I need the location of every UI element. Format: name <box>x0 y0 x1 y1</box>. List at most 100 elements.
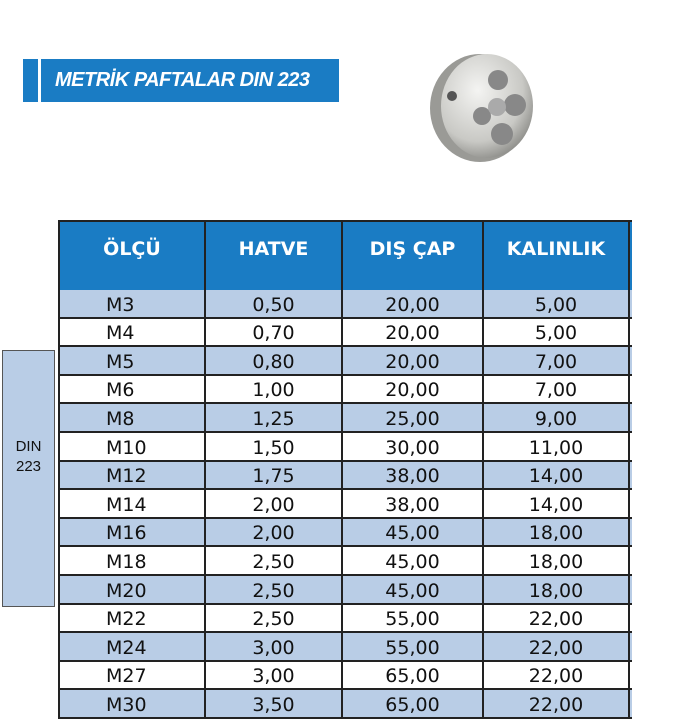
row-edge <box>628 403 632 433</box>
cell-thickness: 11,00 <box>482 431 629 462</box>
cell-pitch: 1,25 <box>204 403 342 433</box>
header-thickness: KALINLIK <box>482 220 629 290</box>
cell-outer-diameter: 65,00 <box>341 660 483 691</box>
din-label-line1: DIN <box>15 438 42 455</box>
row-edge <box>628 632 632 662</box>
title-accent-stripe <box>23 59 38 102</box>
table-row: M16 2,00 45,00 18,00 <box>58 517 632 548</box>
cell-size: M14 <box>58 489 205 519</box>
cell-outer-diameter: 45,00 <box>341 546 483 576</box>
cell-thickness: 22,00 <box>482 689 629 719</box>
cell-pitch: 3,00 <box>204 660 342 691</box>
row-edge <box>628 574 632 605</box>
cell-thickness: 14,00 <box>482 460 629 491</box>
cell-size: M30 <box>58 689 205 719</box>
cell-pitch: 3,50 <box>204 689 342 719</box>
din-side-label: DIN 223 <box>2 350 55 607</box>
row-edge <box>628 546 632 576</box>
cell-pitch: 2,50 <box>204 603 342 634</box>
cell-thickness: 18,00 <box>482 517 629 548</box>
table-row: M4 0,70 20,00 5,00 <box>58 317 632 348</box>
cell-size: M27 <box>58 660 205 691</box>
cell-thickness: 18,00 <box>482 574 629 605</box>
row-edge <box>628 374 632 405</box>
cell-thickness: 9,00 <box>482 403 629 433</box>
row-edge <box>628 460 632 491</box>
table-row: M8 1,25 25,00 9,00 <box>58 403 632 433</box>
table-row: M5 0,80 20,00 7,00 <box>58 346 632 376</box>
cell-thickness: 18,00 <box>482 546 629 576</box>
cell-size: M20 <box>58 574 205 605</box>
row-edge <box>628 431 632 462</box>
din-label-line2: 223 <box>15 458 42 475</box>
cell-pitch: 0,80 <box>204 346 342 376</box>
row-edge <box>628 603 632 634</box>
table-row: M20 2,50 45,00 18,00 <box>58 574 632 605</box>
cell-outer-diameter: 25,00 <box>341 403 483 433</box>
cell-thickness: 5,00 <box>482 317 629 348</box>
cell-size: M22 <box>58 603 205 634</box>
cell-size: M10 <box>58 431 205 462</box>
cell-outer-diameter: 20,00 <box>341 290 483 319</box>
cell-outer-diameter: 30,00 <box>341 431 483 462</box>
row-edge <box>628 517 632 548</box>
cell-pitch: 3,00 <box>204 632 342 662</box>
cell-outer-diameter: 55,00 <box>341 603 483 634</box>
page-title: METRİK PAFTALAR DIN 223 <box>41 59 339 102</box>
cell-pitch: 2,50 <box>204 546 342 576</box>
cell-thickness: 7,00 <box>482 346 629 376</box>
cell-pitch: 0,70 <box>204 317 342 348</box>
cell-pitch: 0,50 <box>204 290 342 319</box>
cell-pitch: 1,50 <box>204 431 342 462</box>
cell-size: M4 <box>58 317 205 348</box>
cell-size: M5 <box>58 346 205 376</box>
table-row: M22 2,50 55,00 22,00 <box>58 603 632 634</box>
cell-pitch: 1,75 <box>204 460 342 491</box>
table-row: M3 0,50 20,00 5,00 <box>58 290 632 319</box>
die-size-table: ÖLÇÜ HATVE DIŞ ÇAP KALINLIK M3 0,50 20,00 5,00… <box>58 220 632 719</box>
cell-outer-diameter: 45,00 <box>341 517 483 548</box>
cell-size: M6 <box>58 374 205 405</box>
table-row: M14 2,00 38,00 14,00 <box>58 489 632 519</box>
cell-outer-diameter: 20,00 <box>341 317 483 348</box>
cell-thickness: 7,00 <box>482 374 629 405</box>
cell-outer-diameter: 55,00 <box>341 632 483 662</box>
header-outer-diameter: DIŞ ÇAP <box>341 220 483 290</box>
cell-thickness: 22,00 <box>482 603 629 634</box>
cell-thickness: 14,00 <box>482 489 629 519</box>
table-row: M6 1,00 20,00 7,00 <box>58 374 632 405</box>
table-header-row: ÖLÇÜ HATVE DIŞ ÇAP KALINLIK <box>58 220 632 290</box>
table-row: M30 3,50 65,00 22,00 <box>58 689 632 719</box>
table-row: M27 3,00 65,00 22,00 <box>58 660 632 691</box>
cell-thickness: 22,00 <box>482 632 629 662</box>
cell-pitch: 2,00 <box>204 489 342 519</box>
header-edge <box>628 220 632 290</box>
cell-size: M16 <box>58 517 205 548</box>
cell-outer-diameter: 20,00 <box>341 374 483 405</box>
cell-size: M12 <box>58 460 205 491</box>
row-edge <box>628 290 632 319</box>
cell-pitch: 2,50 <box>204 574 342 605</box>
row-edge <box>628 346 632 376</box>
threading-die-image <box>430 54 533 162</box>
table-row: M10 1,50 30,00 11,00 <box>58 431 632 462</box>
cell-outer-diameter: 65,00 <box>341 689 483 719</box>
row-edge <box>628 689 632 719</box>
header-size: ÖLÇÜ <box>58 220 205 290</box>
cell-size: M8 <box>58 403 205 433</box>
row-edge <box>628 660 632 691</box>
table-row: M12 1,75 38,00 14,00 <box>58 460 632 491</box>
cell-pitch: 2,00 <box>204 517 342 548</box>
cell-size: M18 <box>58 546 205 576</box>
cell-outer-diameter: 20,00 <box>341 346 483 376</box>
cell-outer-diameter: 38,00 <box>341 489 483 519</box>
table-row: M18 2,50 45,00 18,00 <box>58 546 632 576</box>
cell-size: M24 <box>58 632 205 662</box>
cell-thickness: 22,00 <box>482 660 629 691</box>
row-edge <box>628 489 632 519</box>
cell-thickness: 5,00 <box>482 290 629 319</box>
cell-pitch: 1,00 <box>204 374 342 405</box>
row-edge <box>628 317 632 348</box>
cell-outer-diameter: 38,00 <box>341 460 483 491</box>
cell-outer-diameter: 45,00 <box>341 574 483 605</box>
